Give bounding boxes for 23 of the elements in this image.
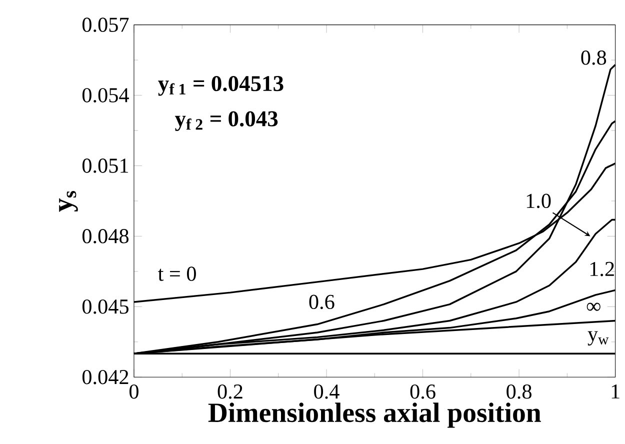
y-axis-title: y$_{s}$ bbox=[59, 191, 78, 212]
annotation: y$_{f 1}$ = 0.04513 bbox=[158, 76, 284, 96]
y-tick-label: 0.048 bbox=[82, 229, 128, 244]
text: 1.0 bbox=[526, 194, 551, 208]
series-label: t = 0 bbox=[158, 266, 196, 282]
y-tick-label: 0.051 bbox=[82, 158, 128, 174]
y-tick-label: 0.057 bbox=[82, 18, 129, 32]
annotation: y$_{f 2}$ = 0.043 bbox=[174, 111, 278, 132]
x-tick-label: 0.6 bbox=[410, 384, 436, 399]
x-tick-label: 0.2 bbox=[218, 384, 242, 399]
y-tick-label: 0.054 bbox=[82, 88, 129, 103]
x-tick-label: 0.4 bbox=[314, 384, 340, 399]
x-tick-label: 1 bbox=[612, 384, 620, 399]
series-label: 0.8 bbox=[581, 50, 606, 66]
series-label: ∞ bbox=[586, 302, 600, 312]
y-tick-label: 0.045 bbox=[82, 300, 128, 314]
y-tick-label: 0.042 bbox=[82, 370, 128, 384]
series-label: 1.2 bbox=[590, 262, 614, 276]
series-label: y$_{w}$ bbox=[588, 331, 609, 346]
series-label: 0.6 bbox=[309, 294, 334, 310]
x-axis-title: Dimensionless axial position bbox=[208, 402, 541, 428]
x-tick-label: 0.8 bbox=[506, 384, 532, 399]
x-tick-label: 0 bbox=[129, 384, 138, 399]
